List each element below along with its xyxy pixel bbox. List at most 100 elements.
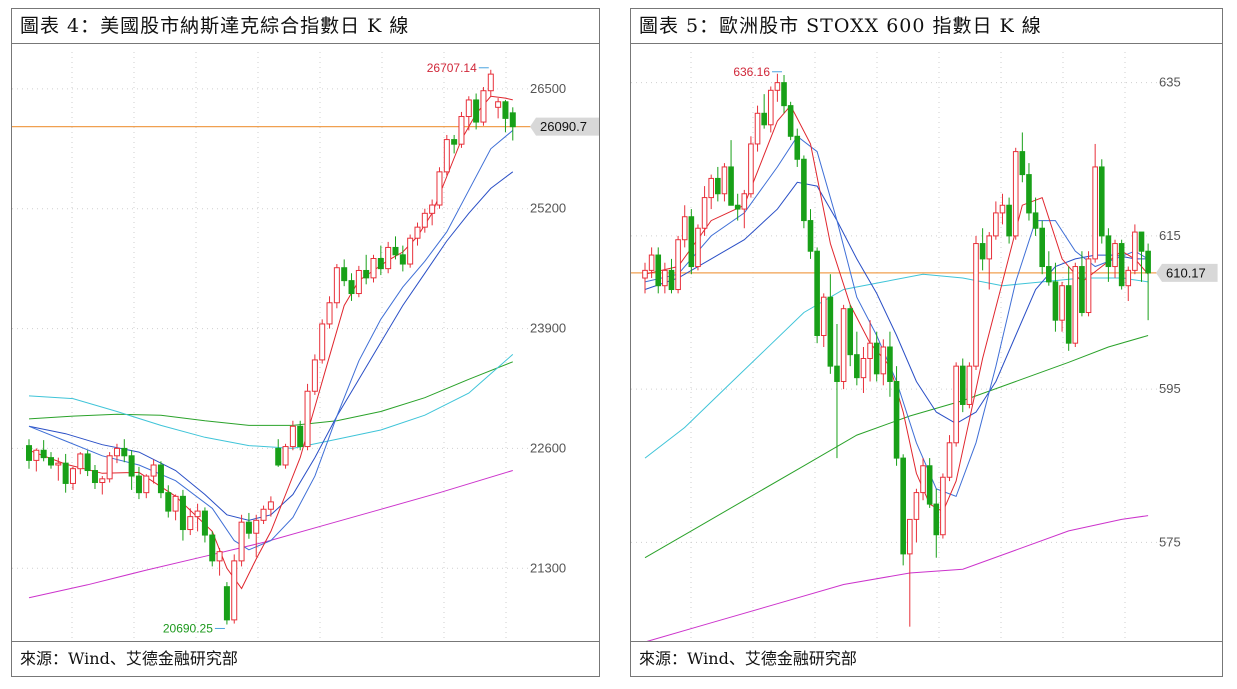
y-tick-label: 595 [1159, 381, 1181, 396]
candle-body-up [216, 551, 223, 562]
candle-body-up [681, 216, 688, 241]
candle-body-up [238, 521, 245, 562]
candle-body-up [1012, 151, 1019, 237]
ma60-line [28, 354, 514, 449]
current-price-label: 26090.7 [540, 119, 587, 134]
candle-body-up [741, 193, 748, 210]
candle-body-down [761, 112, 767, 126]
candle-body-up [436, 171, 443, 206]
candle-body-down [1032, 212, 1039, 229]
y-tick-label: 615 [1159, 228, 1181, 243]
candle-body-down [245, 521, 252, 534]
candle-body-down [1138, 231, 1145, 252]
candle-body-down [1052, 281, 1059, 321]
y-tick-label: 25200 [530, 201, 566, 216]
candle-body-up [407, 237, 414, 265]
candle-body-up [940, 476, 946, 536]
candle-body-down [814, 250, 820, 337]
candle-body-up [113, 447, 120, 457]
nasdaq-candlestick-chart: 26500 25200 23900 22600 21300 26090.7 26707.14… [12, 52, 599, 642]
candle-body-up [106, 455, 113, 480]
candle-body-down [854, 354, 860, 379]
candle-body-down [91, 470, 98, 484]
candle-body-up [289, 425, 296, 448]
candle-body-down [688, 216, 695, 268]
candle-body-down [502, 101, 509, 119]
candle-body-up [695, 227, 701, 268]
candle-body-up [465, 99, 472, 118]
candle-body-up [675, 239, 681, 291]
candle-body-down [933, 503, 940, 536]
ma120-line [28, 361, 513, 426]
candle-body-up [495, 101, 502, 108]
ma120-line [644, 335, 1149, 559]
candle-body-down [201, 510, 208, 536]
candle-body-down [979, 243, 986, 260]
candle-body-down [121, 447, 128, 457]
candle-body-up [282, 446, 289, 466]
candle-body-up [77, 453, 84, 470]
candle-body-down [926, 465, 933, 505]
candle-body-up [820, 296, 827, 337]
stoxx600-candlestick-chart: 635 615 595 575 610.17 636.16 [631, 52, 1218, 642]
candle-body-up [999, 204, 1006, 214]
candle-body-down [728, 166, 734, 206]
candle-body-up [443, 139, 450, 173]
candle-body-down [473, 99, 480, 123]
candle-body-up [311, 359, 318, 392]
annotation-label: 636.16 [733, 65, 770, 79]
candle-body-down [451, 139, 458, 145]
candle-body-down [209, 534, 216, 562]
candle-body-up [867, 342, 873, 359]
chart-source: 來源：Wind、艾德金融研究部 [631, 641, 1222, 676]
candle-body-down [348, 280, 355, 295]
candle-body-up [231, 560, 238, 621]
candle-body-up [385, 246, 392, 270]
candle-body-up [642, 269, 648, 279]
annotation-label: 20690.25 [163, 621, 213, 635]
ma20-line [28, 171, 514, 521]
y-tick-label: 26500 [530, 81, 566, 96]
candle-body-up [487, 73, 494, 92]
candle-body-up [767, 89, 774, 126]
candle-body-down [135, 475, 142, 494]
candle-body-up [253, 519, 260, 534]
candle-body-up [458, 116, 465, 145]
candle-body-down [1065, 285, 1072, 344]
candle-body-down [62, 462, 69, 484]
candle-body-down [887, 346, 893, 382]
candle-body-down [1079, 266, 1085, 314]
candle-body-down [1098, 166, 1105, 237]
candle-body-up [260, 508, 267, 521]
y-tick-label: 635 [1159, 75, 1181, 90]
candle-body-up [1132, 231, 1138, 271]
candle-body-down [655, 254, 662, 287]
candle-body-down [1046, 266, 1052, 283]
candle-body-down [84, 453, 91, 472]
candle-body-up [708, 177, 715, 199]
candle-body-up [69, 468, 76, 484]
candle-body-up [326, 302, 333, 325]
candle-body-up [986, 235, 993, 260]
candle-body-up [701, 197, 708, 229]
current-price-label: 610.17 [1166, 265, 1206, 280]
annotation-label: 26707.14 [427, 61, 477, 75]
candle-body-up [648, 254, 655, 271]
candle-body-down [1105, 235, 1112, 268]
candle-body-up [1072, 266, 1079, 344]
candle-body-down [834, 365, 840, 382]
candle-body-down [1145, 250, 1151, 274]
candle-body-up [429, 204, 436, 214]
candle-body-down [1006, 204, 1012, 237]
candle-body-up [913, 492, 920, 520]
candle-body-down [893, 380, 900, 459]
chart-title: 圖表 5：歐洲股市 STOXX 600 指數日 K 線 [631, 9, 1222, 44]
ma10-line [28, 130, 514, 551]
candle-body-down [959, 365, 966, 405]
y-tick-label: 23900 [530, 321, 566, 336]
candle-body-down [341, 267, 348, 282]
candle-body-down [668, 269, 675, 291]
candle-body-up [946, 442, 953, 478]
candle-body-up [907, 518, 913, 555]
candle-body-up [143, 475, 150, 494]
